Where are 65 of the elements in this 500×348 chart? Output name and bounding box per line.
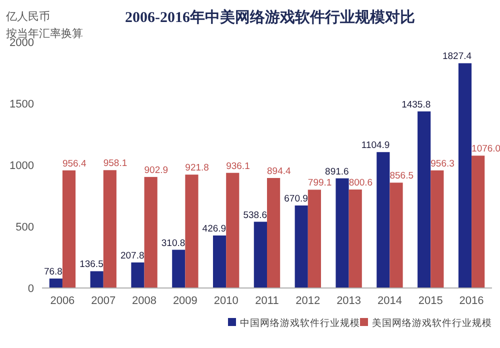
bar [62,170,76,288]
bar [254,222,267,288]
chart-subtitle: 按当年汇率换算 [6,27,83,40]
data-label: 426.9 [202,223,226,234]
data-label: 538.6 [243,210,267,221]
bar [472,156,485,288]
bar [49,278,62,288]
data-label: 670.9 [284,193,308,204]
bar [90,271,104,288]
data-label: 891.6 [325,166,349,178]
data-label: 207.8 [120,250,144,262]
y-tick-label: 1500 [10,98,34,110]
data-label: 136.5 [80,259,104,270]
bar [213,235,226,288]
x-tick-label: 2007 [91,295,116,307]
data-label: 894.4 [267,166,291,177]
bar [348,190,362,288]
x-tick-label: 2013 [336,295,362,307]
data-label: 799.1 [308,178,332,189]
x-tick-label: 2014 [377,295,402,307]
data-label: 1076.0 [472,144,500,155]
bar [226,172,240,288]
x-tick-label: 2016 [459,295,484,307]
data-label: 800.6 [348,178,373,189]
bar [418,111,431,288]
chart-title: 2006-2016年中美网络游戏软件行业规模对比 [125,8,415,26]
legend-label: 中国网络游戏软件行业规模 [240,317,360,329]
y-tick-label: 500 [16,222,34,234]
x-tick-label: 2011 [255,295,279,307]
data-label: 956.4 [62,158,86,170]
y-tick-label: 2000 [10,37,34,49]
data-label: 956.3 [430,158,454,170]
x-tick-label: 2010 [214,295,238,307]
data-label: 856.5 [390,170,414,182]
x-tick-label: 2009 [172,295,198,307]
data-label: 1435.8 [402,99,431,110]
x-tick-label: 2015 [418,295,443,307]
bar [185,174,198,288]
data-label: 1104.9 [361,140,390,152]
bar [144,176,158,288]
data-label: 76.8 [44,266,62,278]
bar [131,262,144,288]
bar [172,250,186,288]
bar [336,178,349,288]
data-label: 902.9 [144,164,168,176]
data-label: 1827.4 [442,51,472,62]
y-tick-label: 1000 [10,160,34,172]
bar [294,205,308,288]
bar [430,170,444,288]
x-tick-label: 2006 [50,295,75,307]
bar [390,182,403,288]
data-label: 921.8 [185,162,209,174]
bar [308,190,321,288]
data-label: 936.1 [226,160,250,172]
x-tick-label: 2012 [296,295,320,307]
x-tick-label: 2008 [132,295,157,307]
bar [458,63,472,288]
y-tick-label: 0 [28,283,34,295]
y-axis-title: 亿人民币 [5,10,50,23]
legend-label: 美国网络游戏软件行业规模 [372,317,492,329]
bar [376,152,390,288]
data-label: 310.8 [161,238,186,249]
bar [103,170,116,288]
bar [267,178,280,288]
data-label: 958.1 [103,158,128,170]
